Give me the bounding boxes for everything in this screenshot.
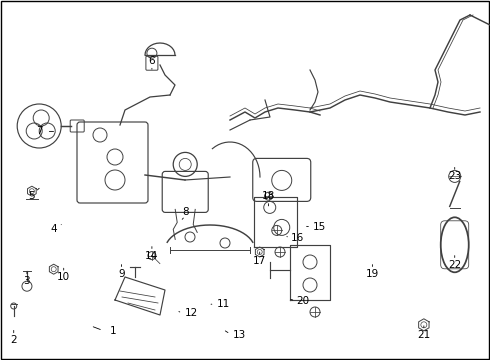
Text: 18: 18: [262, 191, 275, 201]
Text: 10: 10: [57, 272, 70, 282]
Text: 12: 12: [184, 308, 198, 318]
Text: 17: 17: [253, 256, 267, 266]
Text: 21: 21: [417, 330, 431, 340]
Text: 16: 16: [291, 233, 305, 243]
Text: 9: 9: [118, 269, 125, 279]
Text: 15: 15: [313, 222, 326, 232]
Text: 5: 5: [28, 191, 35, 201]
Text: 23: 23: [448, 171, 462, 181]
Text: 7: 7: [36, 126, 43, 136]
Text: 20: 20: [296, 296, 309, 306]
Text: 4: 4: [50, 224, 57, 234]
Text: 3: 3: [24, 276, 30, 286]
Text: 22: 22: [448, 260, 462, 270]
Text: 8: 8: [182, 207, 189, 217]
Text: 19: 19: [366, 269, 379, 279]
Text: 11: 11: [216, 299, 230, 309]
Text: 14: 14: [145, 251, 159, 261]
Text: 1: 1: [109, 326, 116, 336]
Text: 2: 2: [10, 335, 17, 345]
Text: 13: 13: [232, 330, 246, 340]
Text: 6: 6: [148, 56, 155, 66]
